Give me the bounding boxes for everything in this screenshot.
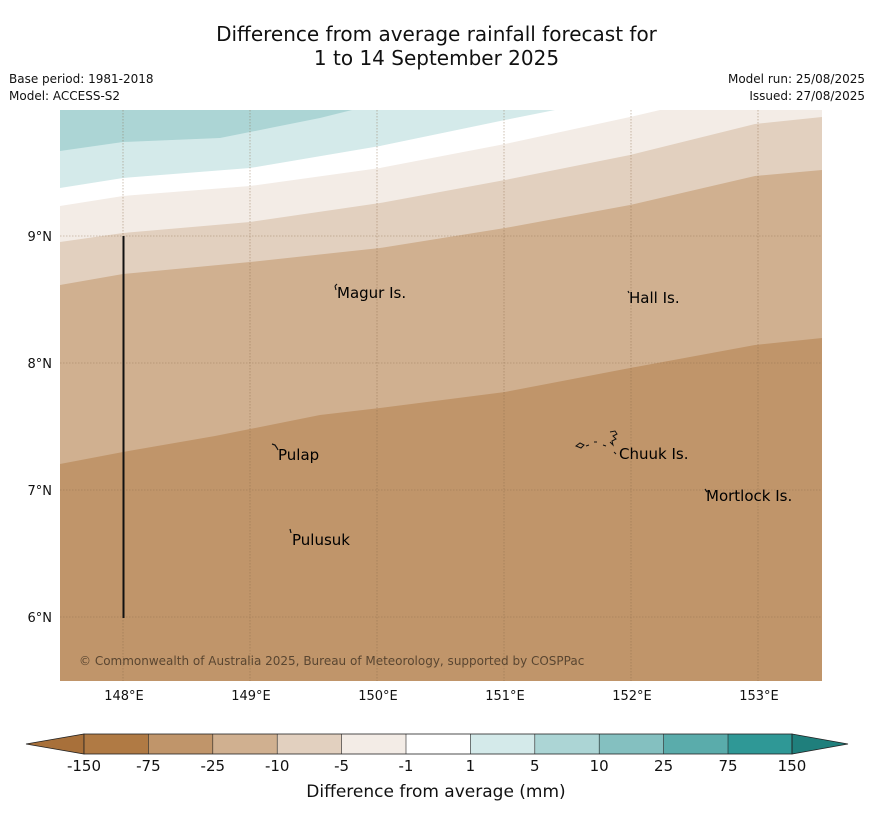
pulap-island-shape xyxy=(271,443,279,451)
meta-left: Base period: 1981-2018 Model: ACCESS-S2 xyxy=(9,71,154,105)
colorbar-extend-high xyxy=(791,733,849,755)
colorbar-bin-5 xyxy=(341,734,406,754)
colorbar-tick: 75 xyxy=(718,757,737,775)
lat-label-7n: 7°N xyxy=(28,484,53,499)
colorbar-title: Difference from average (mm) xyxy=(306,782,565,802)
colorbar-tick: -5 xyxy=(334,757,349,775)
model-name: Model: ACCESS-S2 xyxy=(9,89,121,103)
copyright-notice: © Commonwealth of Australia 2025, Bureau… xyxy=(79,654,584,668)
pulusuk-island-shape xyxy=(289,528,292,534)
colorbar-tick: -150 xyxy=(67,757,101,775)
band-plus5-plus10 xyxy=(60,110,352,151)
lat-label-6n: 6°N xyxy=(28,611,53,626)
lon-label-149e: 149°E xyxy=(231,689,271,704)
colorbar-bin-10 xyxy=(663,734,728,754)
lat-label-9n: 9°N xyxy=(28,230,53,245)
mortlock-island-shape xyxy=(704,488,708,493)
colorbar-bin-11 xyxy=(728,734,792,754)
lat-label-8n: 8°N xyxy=(28,357,53,372)
base-period: Base period: 1981-2018 xyxy=(9,72,154,86)
colorbar: -150 -75 -25 -10 -5 -1 1 5 10 25 75 150 … xyxy=(25,733,849,802)
label-chuuk-island: Chuuk Is. xyxy=(619,445,688,463)
lat-axis: 9°N 8°N 7°N 6°N xyxy=(28,230,53,626)
label-mortlock-island: Mortlock Is. xyxy=(706,487,792,505)
model-run: Model run: 25/08/2025 xyxy=(727,72,865,86)
chuuk-lagoon-shape xyxy=(574,430,618,455)
colorbar-tick: 5 xyxy=(530,757,540,775)
label-pulusuk: Pulusuk xyxy=(292,531,350,549)
label-magur-island: Magur Is. xyxy=(337,284,406,302)
map-panel: Magur Is. Hall Is. Pulap Chuuk Is. Mortl… xyxy=(60,110,822,681)
colorbar-frame xyxy=(83,733,793,755)
colorbar-bin-6 xyxy=(406,734,471,754)
lon-label-151e: 151°E xyxy=(485,689,525,704)
colorbar-bin-4 xyxy=(277,734,342,754)
magur-island-shape xyxy=(334,283,338,291)
title-line-1: Difference from average rainfall forecas… xyxy=(216,22,657,46)
lon-axis: 148°E 149°E 150°E 151°E 152°E 153°E xyxy=(104,689,779,704)
chart-title: Difference from average rainfall forecas… xyxy=(0,22,873,70)
colorbar-bin-1 xyxy=(84,734,149,754)
meta-right: Model run: 25/08/2025 Issued: 27/08/2025 xyxy=(728,71,865,105)
colorbar-tick: 1 xyxy=(466,757,476,775)
lon-label-152e: 152°E xyxy=(612,689,652,704)
colorbar-bin-3 xyxy=(212,734,278,754)
lon-label-150e: 150°E xyxy=(358,689,398,704)
colorbar-tick: 25 xyxy=(654,757,673,775)
issued-date: Issued: 27/08/2025 xyxy=(749,89,865,103)
colorbar-tick: 10 xyxy=(590,757,609,775)
graticule xyxy=(60,110,822,681)
colorbar-bin-9 xyxy=(599,734,664,754)
label-pulap: Pulap xyxy=(278,446,319,464)
colorbar-tick: 150 xyxy=(778,757,807,775)
colorbar-tick: -75 xyxy=(136,757,161,775)
colorbar-tick: -1 xyxy=(399,757,414,775)
lon-label-148e: 148°E xyxy=(104,689,144,704)
colorbar-tick: -10 xyxy=(265,757,290,775)
colorbar-bin-8 xyxy=(534,734,600,754)
colorbar-extend-low xyxy=(25,733,85,755)
colorbar-tick: -25 xyxy=(201,757,226,775)
colorbar-bin-7 xyxy=(470,734,535,754)
lon-label-153e: 153°E xyxy=(739,689,779,704)
colorbar-bin-2 xyxy=(148,734,213,754)
hall-island-shape xyxy=(627,290,630,294)
label-hall-island: Hall Is. xyxy=(629,289,680,307)
title-line-2: 1 to 14 September 2025 xyxy=(313,46,560,70)
